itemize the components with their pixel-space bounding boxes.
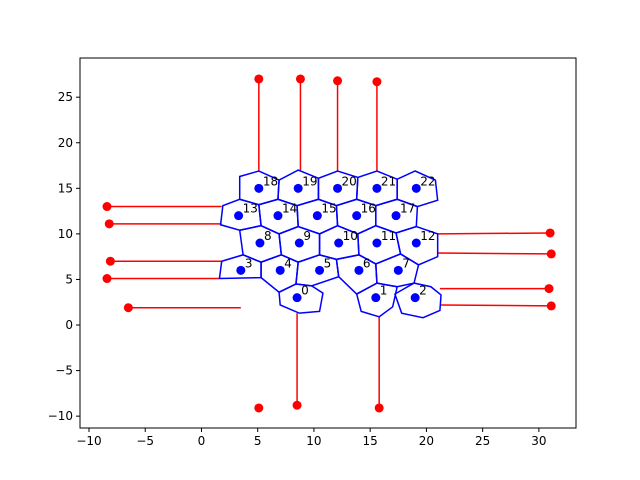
point-label: 4	[284, 256, 292, 270]
site-point	[352, 211, 362, 221]
x-tick-label: −5	[136, 434, 154, 448]
site-point	[410, 293, 420, 303]
site-point	[234, 211, 244, 221]
x-tick-label: 0	[198, 434, 206, 448]
terminal-point	[102, 274, 112, 284]
terminal-point	[102, 202, 112, 212]
point-label: 19	[302, 174, 317, 188]
point-label: 15	[321, 202, 336, 216]
y-tick-label: 25	[58, 90, 73, 104]
site-point	[293, 183, 303, 193]
point-label: 5	[324, 256, 332, 270]
point-label: 14	[282, 202, 297, 216]
terminal-point	[254, 74, 264, 84]
site-point	[312, 211, 322, 221]
point-label: 22	[420, 174, 435, 188]
connection-line	[441, 304, 552, 307]
site-point	[371, 293, 381, 303]
terminal-point	[544, 284, 554, 294]
terminal-point	[295, 74, 305, 84]
terminal-point	[546, 301, 556, 311]
site-point	[354, 265, 364, 275]
y-tick-label: 5	[65, 272, 73, 286]
terminal-point	[123, 303, 133, 313]
point-label: 3	[245, 256, 253, 270]
point-label: 17	[400, 202, 415, 216]
y-tick-label: −5	[55, 364, 73, 378]
y-tick-label: 0	[65, 318, 73, 332]
point-label: 2	[419, 284, 427, 298]
y-tick-label: 10	[58, 227, 73, 241]
point-label: 9	[303, 229, 311, 243]
axes-frame	[79, 57, 577, 429]
site-point	[372, 238, 382, 248]
y-tick-label: −10	[48, 409, 73, 423]
x-tick-label: −10	[76, 434, 101, 448]
site-point	[334, 238, 344, 248]
x-tick-label: 30	[531, 434, 546, 448]
site-point	[275, 265, 285, 275]
point-label: 0	[301, 284, 309, 298]
x-tick-label: 10	[306, 434, 321, 448]
site-point	[411, 238, 421, 248]
x-tick-label: 20	[419, 434, 434, 448]
terminal-point	[545, 228, 555, 238]
site-point	[393, 265, 403, 275]
connection-line	[437, 232, 551, 235]
terminal-point	[372, 77, 382, 87]
point-label: 10	[343, 229, 358, 243]
cell-polygon	[396, 170, 439, 208]
terminal-point	[333, 76, 343, 86]
site-point	[333, 183, 343, 193]
point-label: 8	[264, 229, 272, 243]
terminal-point	[374, 403, 384, 413]
site-point	[254, 183, 264, 193]
y-tick-label: 15	[58, 181, 73, 195]
point-label: 7	[402, 256, 410, 270]
site-point	[372, 183, 382, 193]
site-point	[255, 238, 265, 248]
terminal-point	[104, 219, 114, 229]
site-point	[411, 183, 421, 193]
x-tick-label: 5	[254, 434, 262, 448]
terminal-point	[105, 256, 115, 266]
terminal-point	[546, 249, 556, 259]
x-tick-label: 15	[363, 434, 378, 448]
point-label: 1	[380, 284, 388, 298]
site-point	[315, 265, 325, 275]
x-tick-label: 25	[475, 434, 490, 448]
point-label: 16	[361, 202, 376, 216]
point-label: 12	[420, 229, 435, 243]
point-label: 21	[381, 174, 396, 188]
terminal-point	[292, 400, 302, 410]
point-label: 20	[342, 174, 357, 188]
terminal-point	[254, 403, 264, 413]
connection-line	[437, 252, 552, 255]
site-point	[236, 265, 246, 275]
site-point	[273, 211, 283, 221]
site-point	[391, 211, 401, 221]
point-label: 13	[243, 202, 258, 216]
point-label: 11	[381, 229, 396, 243]
point-label: 6	[363, 256, 371, 270]
point-label: 18	[263, 174, 278, 188]
site-point	[294, 238, 304, 248]
site-point	[292, 293, 302, 303]
cell-polygon	[394, 282, 442, 319]
y-tick-label: 20	[58, 136, 73, 150]
